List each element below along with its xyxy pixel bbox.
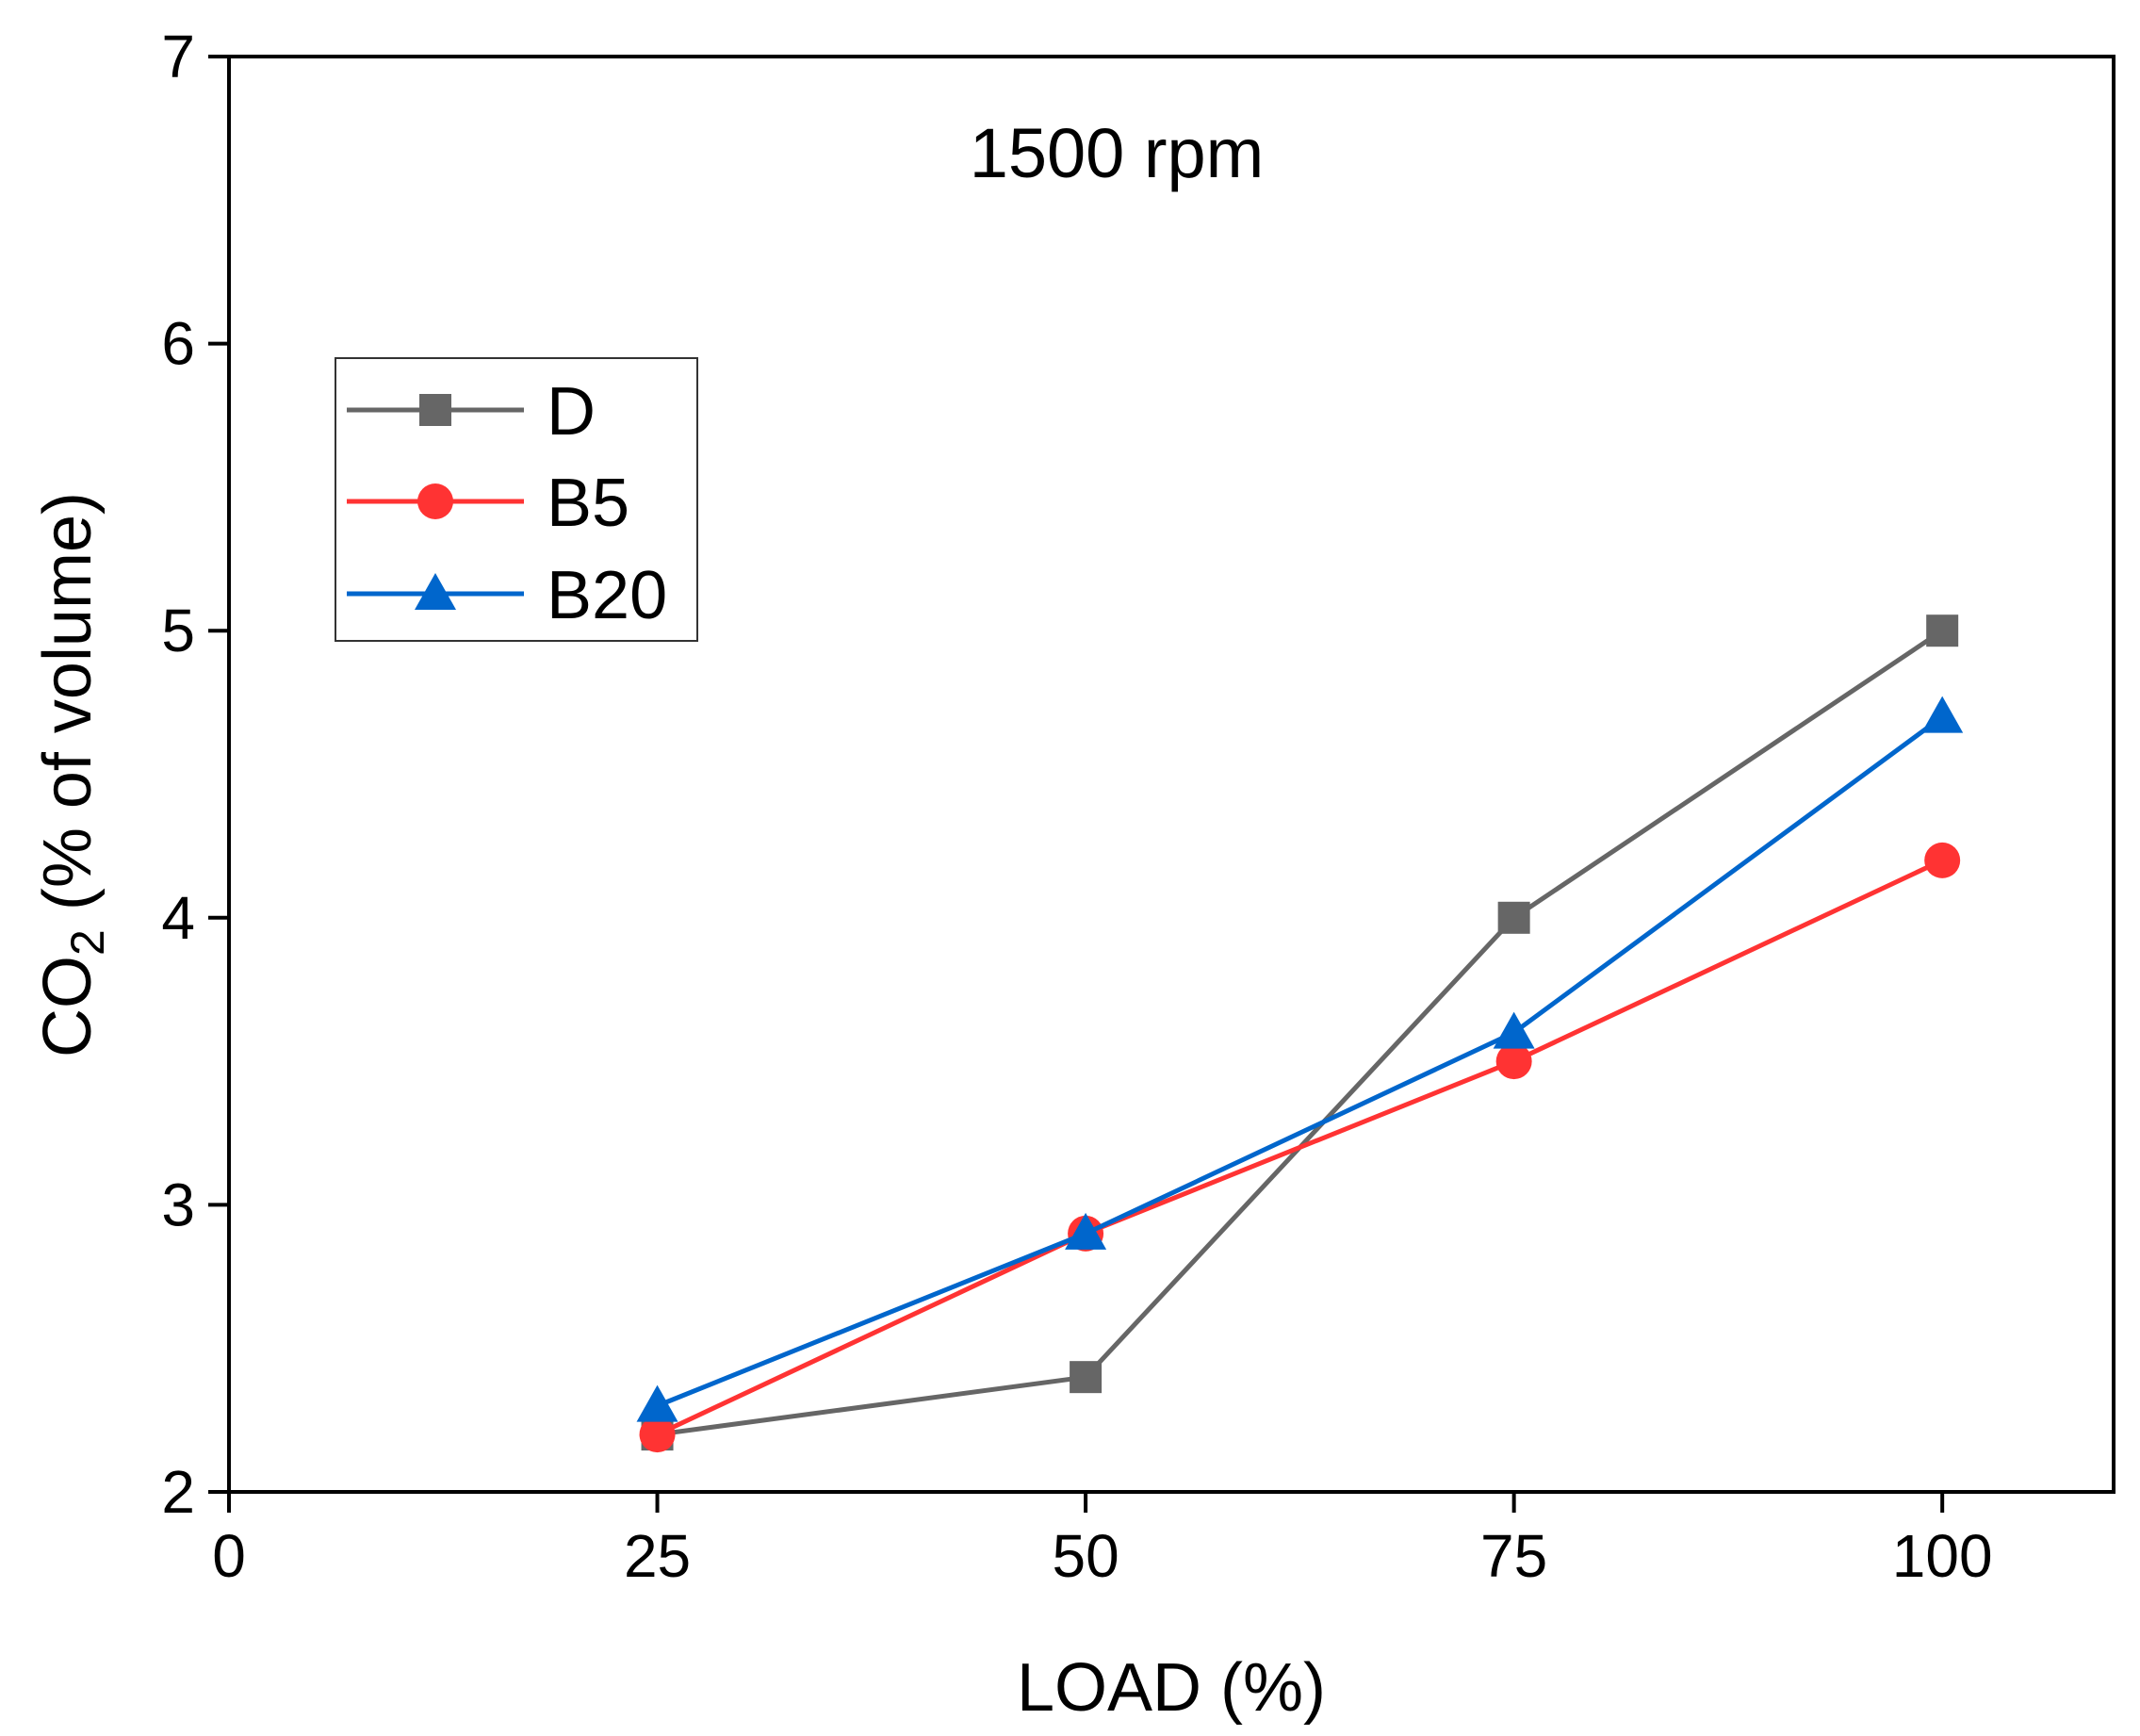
legend-label-b20: B20 <box>547 558 667 633</box>
series-line-b20 <box>656 714 1944 1408</box>
series-line-b5 <box>656 858 1944 1437</box>
x-tick-label: 25 <box>624 1522 691 1590</box>
y-tick-label: 5 <box>161 597 195 664</box>
data-point-b5 <box>1924 842 1961 878</box>
legend-label-d: D <box>547 374 596 450</box>
legend-entry-d: D <box>347 374 596 450</box>
y-axis-ticks: 2 3 4 5 6 7 <box>161 23 229 1526</box>
data-point-d <box>1070 1361 1103 1394</box>
data-point-b20 <box>636 1384 678 1422</box>
legend-marker-d <box>419 394 451 426</box>
data-point-b20 <box>1065 1212 1107 1250</box>
series-layer <box>636 614 1964 1453</box>
x-tick-label: 50 <box>1052 1522 1119 1590</box>
y-tick-label: 4 <box>161 884 195 952</box>
x-axis-title: LOAD (%) <box>1017 1650 1326 1726</box>
data-point-d <box>1926 614 1959 647</box>
series-d <box>641 614 1959 1451</box>
y-axis-title-prefix: CO <box>30 956 106 1057</box>
legend-entry-b5: B5 <box>347 466 629 541</box>
y-axis-title-suffix: (% of volume) <box>30 492 106 929</box>
legend-label-b5: B5 <box>547 466 629 541</box>
data-point-b5 <box>1495 1043 1532 1080</box>
x-tick-label: 100 <box>1892 1522 1993 1590</box>
x-tick-label: 0 <box>212 1522 246 1590</box>
legend-marker-b5 <box>417 483 453 519</box>
data-point-d <box>1497 901 1530 934</box>
x-axis-ticks: 0 25 50 75 100 <box>212 1492 1993 1590</box>
y-axis-title: CO2 (% of volume) <box>30 492 114 1057</box>
data-point-b20 <box>1493 1011 1535 1049</box>
series-b5 <box>639 842 1961 1453</box>
legend-marker-b20 <box>415 573 456 610</box>
x-tick-label: 75 <box>1480 1522 1547 1590</box>
series-b20 <box>636 696 1964 1422</box>
legend-entry-b20: B20 <box>347 558 667 633</box>
annotation-rpm: 1500 rpm <box>970 114 1265 192</box>
y-tick-label: 7 <box>161 23 195 90</box>
legend: D B5 B20 <box>335 357 698 642</box>
y-tick-label: 2 <box>161 1458 195 1526</box>
data-point-b5 <box>639 1417 676 1453</box>
series-line-d <box>657 629 1944 1437</box>
plot-frame <box>227 55 2115 1494</box>
y-axis-title-subscript: 2 <box>61 929 114 956</box>
data-point-b20 <box>1921 696 1964 733</box>
y-tick-label: 3 <box>161 1171 195 1238</box>
y-tick-label: 6 <box>161 310 195 378</box>
